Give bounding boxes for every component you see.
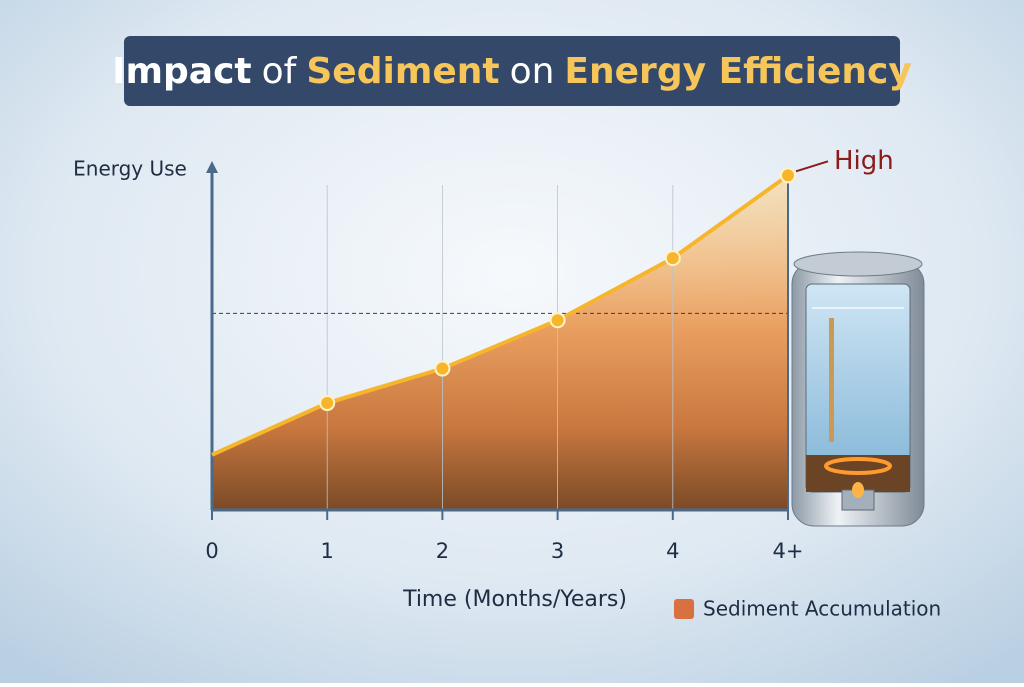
x-tick-label: 3 (551, 539, 564, 563)
annotation: High (834, 146, 894, 176)
title-part: on (510, 51, 555, 92)
x-tick-label: 4+ (773, 539, 804, 563)
x-tick-label: 1 (321, 539, 334, 563)
chart-title: Impact of Sediment on Energy Efficiency (112, 51, 912, 92)
x-tick-label: 2 (436, 539, 449, 563)
legend-swatch (674, 599, 694, 619)
x-tick-label: 4 (666, 539, 679, 563)
data-point (780, 167, 796, 184)
data-point (434, 360, 451, 377)
title-banner (124, 36, 900, 106)
water-heater-illustration (791, 251, 925, 527)
energy-line (211, 173, 790, 457)
y-axis-label: Energy Use (73, 157, 187, 181)
title-part: of (262, 51, 298, 92)
annotation-leader (795, 160, 829, 173)
title-part: Impact (112, 51, 252, 92)
legend-label: Sediment Accumulation (703, 597, 941, 621)
x-axis-label: Time (Months/Years) (402, 587, 627, 612)
data-point (549, 312, 566, 329)
data-point (664, 250, 681, 267)
sediment-area (212, 175, 788, 510)
data-point (319, 395, 336, 412)
title-part: Sediment (306, 51, 499, 92)
x-tick-label: 0 (205, 539, 218, 563)
title-part: Energy Efficiency (564, 51, 911, 92)
plot-area: 0 1 2 3 4 4+ Energy Use Time (Months/Years) High (73, 146, 894, 612)
y-axis-arrow (206, 161, 218, 173)
